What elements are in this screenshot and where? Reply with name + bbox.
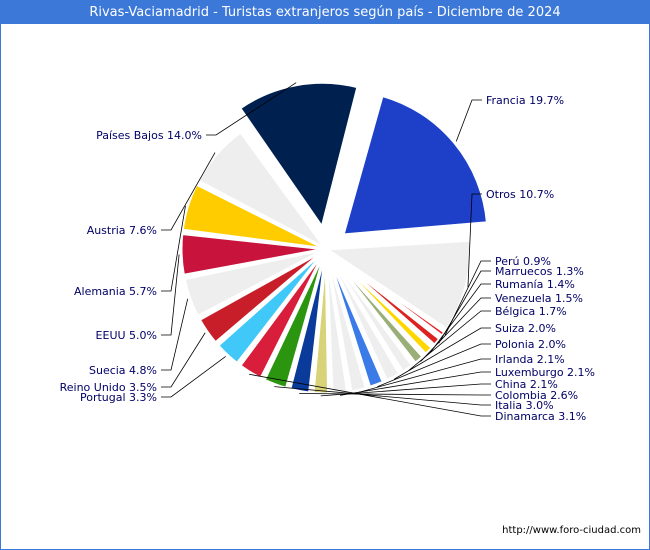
leader-line-eeuu [161, 254, 180, 336]
leader-line-luxemburgo [340, 371, 491, 396]
slice-label-italia: Italia 3.0% [495, 399, 554, 412]
leader-line-rumania [430, 283, 491, 353]
leader-line-irlanda [359, 358, 491, 393]
slice-label-austria: Austria 7.6% [87, 224, 157, 237]
pie-slice-italia [262, 248, 328, 391]
slice-label-luxemburgo: Luxemburgo 2.1% [495, 366, 595, 379]
slice-label-rumania: Rumanía 1.4% [495, 278, 575, 291]
leader-line-belgica [408, 310, 491, 371]
pie-slice-suecia [182, 247, 327, 319]
slice-label-otros: Otros 10.7% [486, 188, 554, 201]
leader-line-venezuela [420, 297, 491, 362]
slice-label-dinamarca: Dinamarca 3.1% [495, 410, 586, 423]
leader-line-francia [455, 99, 482, 142]
chart-title: Rivas-Vaciamadrid - Turistas extranjeros… [1, 1, 649, 24]
slice-label-china: China 2.1% [495, 378, 558, 391]
leader-line-marruecos [438, 270, 491, 344]
leader-line-suecia [161, 298, 189, 371]
slice-label-irlanda: Irlanda 2.1% [495, 353, 565, 366]
leader-line-alemania [161, 205, 186, 292]
pie-slice-austria [195, 129, 328, 251]
leader-line-reino-unido [161, 332, 206, 388]
leader-line-polonia [377, 343, 491, 388]
pie-slice-portugal [215, 247, 328, 366]
slice-label-polonia: Polonia 2.0% [495, 338, 566, 351]
pie-slice-polonia [324, 248, 386, 390]
pie-slice-paises-bajos [237, 80, 360, 231]
pie-slice-reino-unido [197, 247, 327, 345]
pie-slice-marruecos [325, 247, 442, 348]
pie-slice-francia [340, 93, 490, 237]
leader-line-peru [444, 260, 491, 336]
slice-label-peru: Perú 0.9% [495, 255, 551, 268]
slice-label-colombia: Colombia 2.6% [495, 389, 578, 402]
leader-line-dinamarca [249, 373, 491, 417]
pie-slice-irlanda [324, 248, 369, 394]
slice-label-venezuela: Venezuela 1.5% [495, 292, 583, 305]
pie-slice-rumania [324, 247, 435, 357]
slice-label-suiza: Suiza 2.0% [495, 322, 556, 335]
pie-slice-alemania [180, 181, 327, 251]
slice-label-francia: Francia 19.7% [486, 94, 564, 107]
source-credit: http://www.foro-ciudad.com [502, 525, 641, 536]
pie-slice-dinamarca [237, 248, 328, 381]
leader-line-portugal [161, 356, 226, 398]
slice-label-belgica: Bélgica 1.7% [495, 305, 567, 318]
pie-slice-eeuu [179, 231, 327, 278]
slice-label-marruecos: Marruecos 1.3% [495, 265, 584, 278]
leader-line-italia [274, 386, 491, 406]
leader-line-otros [467, 193, 482, 288]
slice-label-eeuu: EEUU 5.0% [96, 329, 157, 342]
slice-label-suecia: Suecia 4.8% [89, 364, 157, 377]
pie-slice-belgica [324, 248, 415, 375]
slice-label-portugal: Portugal 3.3% [80, 391, 157, 404]
pie-slice-venezuela [324, 247, 426, 366]
pie-slice-suiza [324, 248, 402, 383]
slice-label-alemania: Alemania 5.7% [74, 285, 157, 298]
slice-label-reino-unido: Reino Unido 3.5% [60, 381, 157, 394]
leader-line-suiza [393, 327, 491, 380]
leader-line-paises-bajos [206, 82, 297, 136]
slice-label-paises-bajos: Países Bajos 14.0% [96, 129, 202, 142]
leader-line-austria [161, 152, 216, 231]
leader-line-china [320, 383, 491, 397]
